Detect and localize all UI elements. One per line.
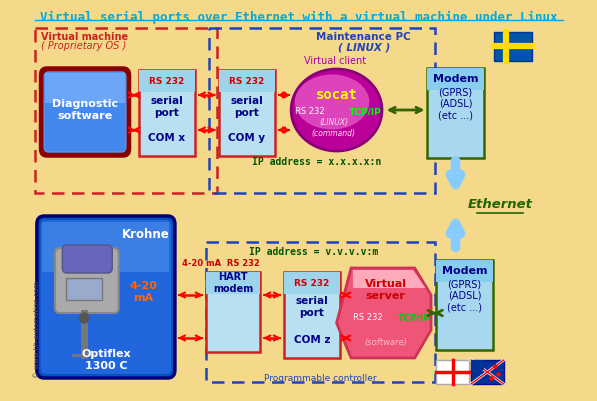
Bar — [139, 70, 195, 92]
Bar — [436, 360, 469, 384]
Circle shape — [79, 313, 88, 323]
Bar — [284, 272, 340, 294]
FancyBboxPatch shape — [41, 68, 130, 156]
Text: socat: socat — [316, 88, 358, 102]
Text: Optiflex
1300 C: Optiflex 1300 C — [81, 349, 131, 371]
Bar — [66, 278, 102, 300]
Text: COM y: COM y — [228, 133, 265, 143]
Text: IP address = v.v.v.v:m: IP address = v.v.v.v:m — [249, 247, 378, 257]
Text: COM z: COM z — [294, 335, 330, 345]
Ellipse shape — [291, 69, 382, 151]
FancyBboxPatch shape — [62, 245, 112, 273]
Bar — [219, 70, 275, 156]
Text: RS 232: RS 232 — [353, 314, 382, 322]
Bar — [139, 70, 195, 156]
Bar — [471, 360, 504, 384]
Text: Virtual serial ports over Ethernet with a virtual machine under Linux: Virtual serial ports over Ethernet with … — [39, 11, 557, 24]
Text: RS 232: RS 232 — [229, 77, 264, 85]
Text: Modem: Modem — [433, 74, 478, 84]
Text: © www.bh-automation.com: © www.bh-automation.com — [34, 282, 40, 379]
Text: (software): (software) — [364, 338, 407, 346]
Bar — [206, 272, 260, 352]
Text: RS 232: RS 232 — [294, 107, 324, 117]
Bar — [45, 73, 125, 103]
Text: ( Proprietary OS ): ( Proprietary OS ) — [41, 41, 126, 51]
Text: Diagnostic
software: Diagnostic software — [52, 99, 118, 121]
Text: serial
port: serial port — [230, 96, 263, 118]
Text: 4-20
mA: 4-20 mA — [129, 281, 157, 303]
Text: Virtual machine: Virtual machine — [41, 32, 128, 42]
Bar — [471, 360, 484, 370]
Text: Ethernet: Ethernet — [467, 198, 533, 211]
Polygon shape — [353, 270, 426, 288]
Bar — [35, 28, 217, 193]
FancyBboxPatch shape — [37, 216, 175, 378]
Text: Modem: Modem — [442, 266, 487, 276]
FancyBboxPatch shape — [44, 72, 126, 152]
Text: TCP/IP: TCP/IP — [398, 314, 430, 322]
Text: Programmable controller: Programmable controller — [264, 374, 377, 383]
Text: Maintenance PC: Maintenance PC — [316, 32, 411, 42]
Ellipse shape — [295, 75, 370, 130]
Text: HART
modem: HART modem — [213, 272, 253, 294]
Bar — [206, 272, 260, 294]
Bar — [284, 272, 340, 358]
FancyBboxPatch shape — [41, 220, 171, 374]
Text: serial
port: serial port — [150, 96, 183, 118]
Text: Krohne: Krohne — [122, 228, 170, 241]
Bar — [436, 260, 493, 282]
Text: 4-20 mA  RS 232: 4-20 mA RS 232 — [182, 259, 260, 267]
Bar — [42, 222, 170, 272]
Text: (GPRS)
(ADSL)
(etc ...): (GPRS) (ADSL) (etc ...) — [447, 279, 482, 313]
Text: (GPRS)
(ADSL)
(etc ...): (GPRS) (ADSL) (etc ...) — [438, 87, 473, 121]
Polygon shape — [337, 268, 431, 358]
Text: COM x: COM x — [148, 133, 185, 143]
Text: TCP/IP: TCP/IP — [349, 107, 382, 117]
Bar — [494, 32, 532, 61]
Text: serial
port: serial port — [296, 296, 328, 318]
Text: RS 232: RS 232 — [149, 77, 184, 85]
Text: (LINUX)
(command): (LINUX) (command) — [312, 118, 356, 138]
Text: IP address = x.x.x.x:n: IP address = x.x.x.x:n — [252, 157, 381, 167]
Bar — [427, 68, 484, 90]
Text: ( LINUX ): ( LINUX ) — [338, 42, 390, 52]
Text: Virtual
server: Virtual server — [365, 279, 407, 301]
Bar — [436, 260, 493, 350]
Bar — [206, 242, 435, 382]
Bar — [210, 28, 435, 193]
Bar — [427, 68, 484, 158]
Text: RS 232: RS 232 — [294, 279, 330, 288]
Text: Virtual client: Virtual client — [304, 56, 366, 66]
Bar — [219, 70, 275, 92]
FancyBboxPatch shape — [55, 248, 119, 313]
